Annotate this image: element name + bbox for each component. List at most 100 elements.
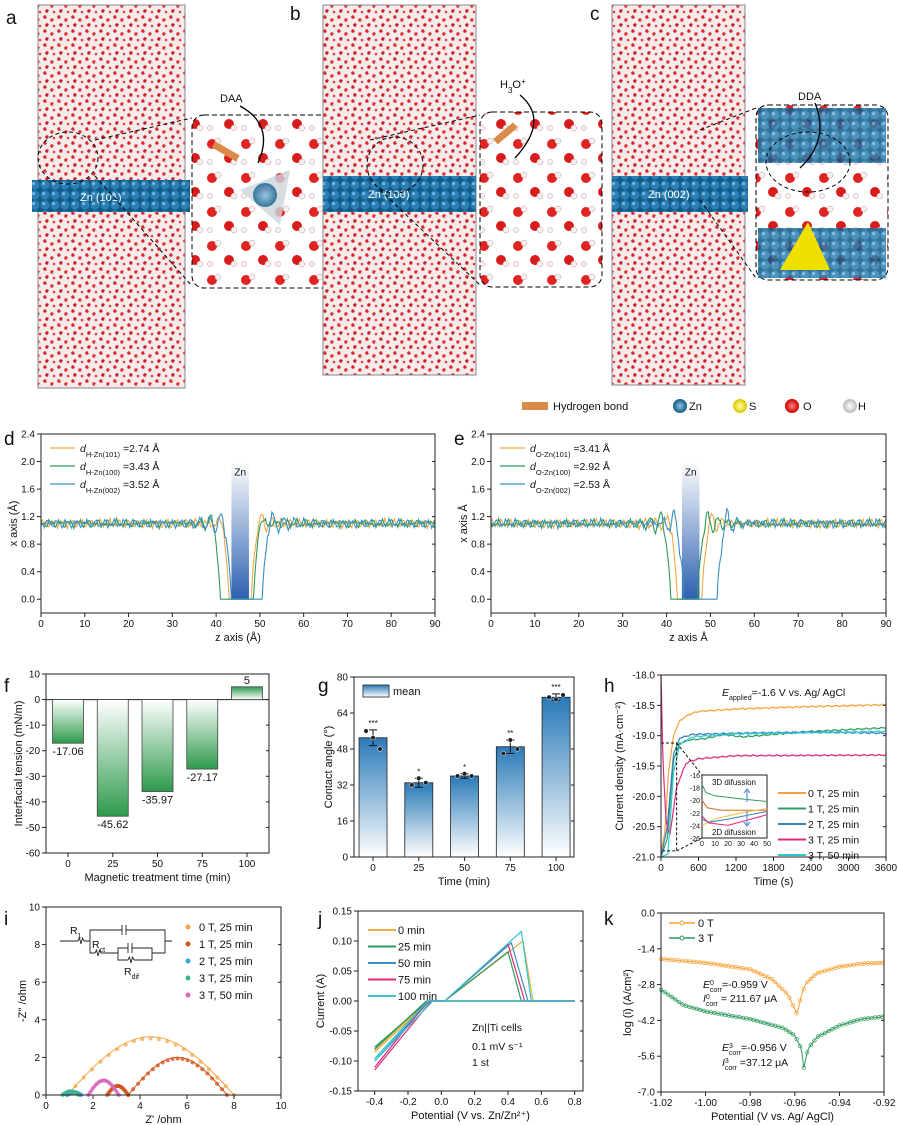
resistor-icon xyxy=(77,936,85,945)
x-tick-label: 2400 xyxy=(800,863,823,874)
bar xyxy=(450,775,479,858)
focus-ellipse xyxy=(366,136,424,194)
pointer-arrow xyxy=(799,102,821,169)
data-point xyxy=(150,1067,155,1072)
legend-marker xyxy=(185,958,191,964)
zn-band-label: Zn xyxy=(685,467,697,478)
legend-entry: dO-Zn(101) =3.41 Å xyxy=(530,442,610,459)
y-tick-label: -60 xyxy=(26,849,41,860)
data-point xyxy=(815,1034,821,1039)
arrow-up-icon xyxy=(743,787,751,802)
inset-y-tick-label: -20 xyxy=(690,798,700,805)
data-point xyxy=(805,1050,810,1055)
equivalent-circuit xyxy=(60,925,172,964)
data-point xyxy=(665,992,671,997)
x-tick-label: 100 xyxy=(548,863,565,874)
h-ball-icon xyxy=(843,399,857,413)
plot-frame xyxy=(660,912,885,1093)
data-point xyxy=(454,773,461,779)
chart-d: Zn 0.0 0.4 0.8 1.2 1.6 2.0 2.4 0 10 20 30 40 50 60 70 80… xyxy=(7,430,441,645)
resistor-icon xyxy=(127,955,135,964)
data-point xyxy=(198,1059,203,1064)
legend-marker xyxy=(679,935,685,941)
bar xyxy=(231,686,263,700)
cv-return-line xyxy=(374,1000,575,1060)
data-point xyxy=(833,1025,838,1030)
bar xyxy=(141,699,174,792)
data-point xyxy=(409,782,415,788)
connector-line xyxy=(369,114,481,141)
icorr-3T: I3 corr =37.12 μA xyxy=(722,1057,788,1072)
data-point xyxy=(794,1010,799,1016)
x-tick-label: -1.00 xyxy=(694,1098,717,1109)
y-tick-label: -4.2 xyxy=(638,1016,656,1027)
x-tick-label: 50 xyxy=(459,863,471,874)
y-tick-label: 1.6 xyxy=(471,485,485,496)
y-tick-label: 0 xyxy=(34,1091,40,1102)
data-point xyxy=(805,979,810,985)
x-tick-label: 40 xyxy=(211,619,223,630)
legend-label: S xyxy=(749,401,756,413)
o-ball-icon xyxy=(785,399,799,413)
y-tick-label: 10 xyxy=(29,670,41,681)
data-point xyxy=(81,1075,86,1080)
zn-layer xyxy=(758,108,886,163)
legend-label: 3 T, 25 min xyxy=(808,835,859,847)
y-axis-label: x axis (Å) xyxy=(7,501,20,547)
current-line xyxy=(660,730,887,858)
data-point xyxy=(801,986,806,992)
y-tick-label: 48 xyxy=(337,745,349,756)
inset-y-tick-label: -26 xyxy=(690,836,700,843)
x-tick-label: 40 xyxy=(661,619,673,630)
bar-value-label: 5 xyxy=(244,675,250,687)
fit-line xyxy=(66,1036,235,1096)
data-point xyxy=(507,737,513,743)
chart-j: 0 min 25 min 50 min 75 min 100 min -0.15 -0.10… xyxy=(315,907,584,1122)
x-tick-label: 1200 xyxy=(725,863,748,874)
legend-label: mean xyxy=(393,686,421,698)
bar-value-label: -17.06 xyxy=(52,746,83,758)
plot-frame xyxy=(490,433,887,614)
legend-label: 0 min xyxy=(398,925,425,937)
data-point xyxy=(662,990,667,995)
data-point xyxy=(106,1053,111,1058)
data-point xyxy=(160,1060,165,1065)
legend-label: 1 T, 25 min xyxy=(199,939,253,951)
data-point xyxy=(98,1059,103,1064)
inset-y-tick-label: -22 xyxy=(690,811,700,818)
x-tick-label: 30 xyxy=(617,619,629,630)
data-point xyxy=(676,999,681,1005)
y-tick-label: 0.10 xyxy=(333,937,353,948)
legend-entry: dH-Zn(100) =3.43 Å xyxy=(80,460,159,477)
x-tick-label: -0.94 xyxy=(828,1098,851,1109)
data-point xyxy=(673,997,678,1002)
legend-marker xyxy=(185,992,191,998)
y-tick-label: -2.8 xyxy=(638,980,656,991)
x-axis-label: Z' /ohm xyxy=(145,1114,181,1125)
data-point xyxy=(377,746,383,752)
x-tick-label: 600 xyxy=(690,863,707,874)
legend-label: 25 min xyxy=(398,942,431,954)
y-tick-label: 32 xyxy=(337,781,349,792)
data-point xyxy=(190,1053,195,1058)
panel-label-h: h xyxy=(604,676,615,697)
zoom-region xyxy=(660,742,678,852)
y-tick-label: 2 xyxy=(34,1053,40,1064)
y-tick-label: 0.8 xyxy=(21,540,35,551)
connector-line xyxy=(94,175,193,287)
data-point xyxy=(798,998,803,1003)
data-point xyxy=(751,968,756,974)
y-axis-label: -Z'' /ohm xyxy=(17,980,29,1022)
inset-label: DDA xyxy=(798,91,822,103)
data-point xyxy=(787,1029,792,1035)
data-point xyxy=(136,1081,141,1086)
y-tick-label: -0.05 xyxy=(329,1027,352,1038)
legend-label: 3 T, 50 min xyxy=(199,990,253,1002)
data-point xyxy=(185,1058,190,1063)
current-line xyxy=(660,726,887,858)
significance-label: *** xyxy=(551,683,560,692)
data-point xyxy=(180,1056,185,1061)
data-point xyxy=(165,1039,170,1044)
hydrogen-bond xyxy=(211,141,240,162)
data-point xyxy=(826,1028,831,1034)
